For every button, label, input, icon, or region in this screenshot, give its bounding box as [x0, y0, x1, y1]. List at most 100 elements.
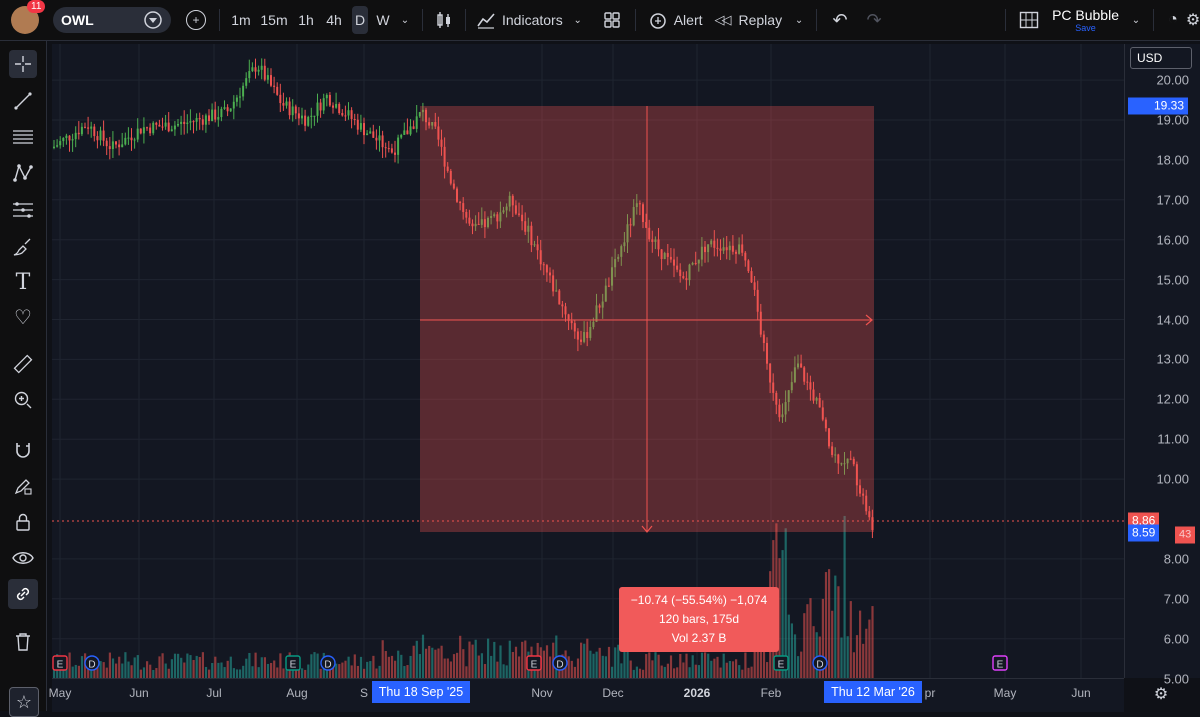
earnings-marker-icon[interactable]: E — [52, 655, 68, 671]
layout-grid-icon[interactable] — [1012, 6, 1046, 34]
candle-body — [217, 117, 220, 120]
candle-body — [480, 219, 483, 225]
earnings-marker-icon[interactable]: E — [992, 655, 1008, 671]
chart-pane[interactable]: E D E D E D E D E −10.74 (−55.54%) −1,074 120 ba… — [52, 44, 1124, 678]
price-axis-label: 8.00 — [1163, 551, 1189, 567]
undo-icon[interactable]: ↶ — [832, 9, 848, 30]
volume-bar — [477, 655, 480, 678]
trash-icon[interactable] — [9, 628, 37, 656]
volume-bar — [700, 652, 704, 678]
volume-bar — [266, 663, 270, 678]
time-axis[interactable]: May Jun Jul Aug S Nov Dec 2026 Feb pr May Jun Thu 1… — [49, 678, 1168, 712]
price-axis[interactable]: 20.00 19.00 18.00 17.00 16.00 15.00 14.00 13.00… — [1124, 44, 1200, 686]
indicators-button[interactable]: Indicators — [472, 6, 567, 34]
text-tool-icon[interactable]: T — [15, 269, 31, 295]
interval-1h[interactable]: 1h — [298, 12, 314, 28]
layouts-grid-icon[interactable] — [595, 6, 629, 34]
horizontal-lines-icon[interactable] — [9, 123, 37, 151]
candle-body — [837, 454, 840, 464]
volume-bar — [648, 652, 651, 678]
brush-icon[interactable] — [9, 233, 37, 261]
candle-body — [812, 389, 815, 401]
crosshair-icon[interactable] — [9, 50, 37, 78]
volume-bar — [741, 669, 744, 678]
symbol-info-icon[interactable] — [143, 10, 163, 30]
dividend-marker-icon[interactable]: D — [552, 655, 568, 671]
candle-body — [201, 119, 204, 125]
replay-dropdown-chevron-icon[interactable]: ⌄ — [794, 14, 804, 26]
candle-body — [384, 147, 387, 149]
volume-bar — [837, 586, 840, 678]
link-icon[interactable] — [8, 579, 38, 609]
dividend-marker-icon[interactable]: D — [84, 655, 100, 671]
candle-body — [186, 122, 189, 124]
candle-body — [797, 363, 799, 368]
layout-name-button[interactable]: PC Bubble Save — [1052, 7, 1119, 33]
candle-body — [425, 109, 427, 123]
volume-bar — [831, 610, 834, 678]
candle-body — [834, 454, 837, 456]
candle-body — [552, 275, 555, 292]
interval-15m[interactable]: 15m — [260, 12, 288, 28]
interval-4h[interactable]: 4h — [326, 12, 342, 28]
pattern-icon[interactable] — [9, 159, 37, 187]
volume-bar — [108, 652, 111, 678]
volume-bar — [784, 528, 787, 678]
candle-body — [325, 94, 328, 99]
eye-icon[interactable] — [9, 544, 37, 572]
settings-icon[interactable]: ⚙ — [1185, 12, 1200, 29]
volume-bar — [353, 654, 356, 678]
measure-arrow-right-icon — [865, 314, 873, 326]
price-axis-label: 6.00 — [1163, 631, 1189, 647]
svg-text:D: D — [324, 660, 331, 671]
lock-icon[interactable] — [9, 508, 37, 536]
candles-chart-type-icon[interactable] — [429, 6, 459, 34]
volume-bar — [369, 661, 372, 678]
indicators-dropdown-chevron-icon[interactable]: ⌄ — [573, 14, 582, 26]
candle-body — [772, 382, 775, 393]
interval-w[interactable]: W — [376, 12, 390, 28]
lock-pencil-icon[interactable] — [9, 472, 37, 500]
magnet-icon[interactable] — [9, 436, 37, 464]
volume-bar — [232, 668, 235, 678]
zoom-in-icon[interactable] — [9, 386, 37, 414]
candle-body — [545, 265, 548, 273]
candle-body — [629, 224, 632, 226]
volume-bar — [871, 606, 874, 678]
candle-body — [716, 247, 719, 249]
candle-body — [84, 126, 86, 128]
volume-bar — [797, 656, 800, 678]
volume-bar — [208, 669, 211, 678]
fib-retracement-icon[interactable] — [9, 196, 37, 224]
trend-line-icon[interactable] — [9, 87, 37, 115]
earnings-marker-icon[interactable]: E — [526, 655, 542, 671]
volume-bar — [335, 663, 338, 678]
alert-button[interactable]: Alert — [642, 6, 709, 34]
interval-dropdown-chevron-icon[interactable]: ⌄ — [400, 14, 410, 26]
speedometer-icon[interactable]: ◔ — [1168, 11, 1178, 28]
currency-selector[interactable]: USD — [1130, 47, 1192, 69]
volume-bar — [105, 667, 108, 678]
svg-text:E: E — [531, 660, 538, 671]
redo-icon[interactable]: ↷ — [866, 9, 882, 30]
candle-body — [291, 106, 294, 116]
interval-1m[interactable]: 1m — [231, 12, 251, 28]
dividend-marker-icon[interactable]: D — [320, 655, 336, 671]
earnings-marker-icon[interactable]: E — [285, 655, 301, 671]
volume-bar — [381, 640, 384, 678]
candle-body — [728, 245, 731, 251]
volume-bar — [601, 655, 604, 678]
heart-icon[interactable]: ♡ — [14, 306, 32, 329]
user-avatar[interactable]: 11 — [11, 0, 46, 34]
ruler-icon[interactable] — [9, 350, 37, 378]
earnings-marker-icon[interactable]: E — [773, 655, 789, 671]
axis-settings-icon[interactable]: ⚙ — [1153, 686, 1169, 703]
compare-add-button[interactable]: + — [179, 6, 213, 34]
layout-dropdown-chevron-icon[interactable]: ⌄ — [1131, 14, 1141, 26]
symbol-search[interactable]: OWL — [53, 7, 171, 33]
interval-d[interactable]: D — [352, 6, 368, 34]
replay-button[interactable]: ◁◁ Replay — [709, 6, 789, 34]
dividend-marker-icon[interactable]: D — [812, 655, 828, 671]
star-icon[interactable]: ☆ — [9, 687, 39, 717]
